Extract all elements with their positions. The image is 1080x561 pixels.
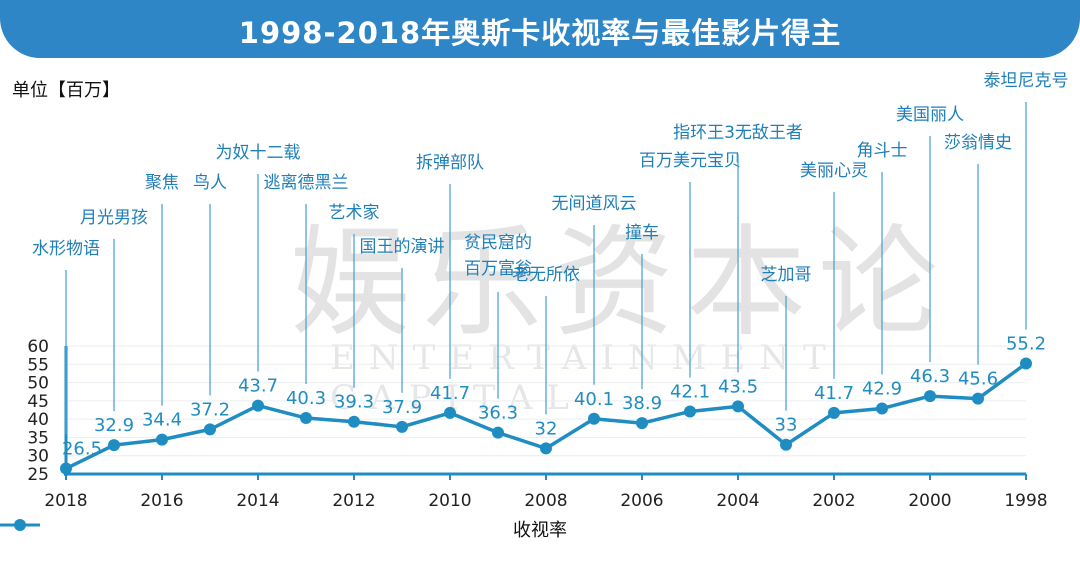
data-label: 45.6 [958,369,998,390]
winner-label: 无间道风云 [552,194,637,214]
data-point [300,412,312,425]
chart-title: 1998-2018年奥斯卡收视率与最佳影片得主 [238,16,842,50]
winner-label: 美国丽人 [896,105,964,125]
winner-label: 泰坦尼克号 [984,71,1069,91]
winner-label: 月光男孩 [80,208,148,228]
winner-label: 角斗士 [857,141,908,161]
data-label: 26.5 [62,439,102,460]
data-point [108,439,120,452]
y-tick-label: 25 [27,465,49,485]
data-point [540,442,552,455]
y-tick-label: 45 [27,392,49,412]
winner-label: 老无所依 [512,265,580,285]
data-label: 34.4 [142,410,182,431]
winner-label: 为奴十二载 [216,143,301,163]
data-point [348,415,360,428]
data-point [156,433,168,446]
data-point [204,423,216,436]
y-tick-label: 35 [27,428,49,448]
data-point [588,412,600,425]
winner-label: 指环王3无敌王者 [673,123,803,143]
x-tick-label: 2000 [908,491,951,511]
data-point [876,402,888,415]
data-label: 46.3 [910,366,950,387]
winner-label: 聚焦 [145,173,179,193]
legend-swatch [0,519,40,531]
data-label: 37.9 [382,397,422,418]
data-label: 41.7 [814,383,854,404]
data-point [1020,357,1032,370]
y-tick-label: 55 [27,355,49,375]
x-tick-label: 2006 [620,491,663,511]
x-tick-label: 2018 [44,491,87,511]
winner-label: 拆弹部队 [416,153,484,173]
data-label: 43.7 [238,376,278,397]
y-tick-label: 50 [27,374,49,394]
title-banner: 1998-2018年奥斯卡收视率与最佳影片得主 [0,0,1080,58]
data-point [396,420,408,433]
data-label: 41.7 [430,383,470,404]
legend: 收视率 [0,515,1080,543]
data-point [252,399,264,412]
data-point [924,390,936,403]
winner-label: 芝加哥 [761,265,812,285]
x-tick-label: 2004 [716,491,759,511]
winner-label: 撞车 [625,223,659,243]
y-tick-label: 40 [27,410,49,430]
data-label: 42.1 [670,381,710,402]
data-label: 55.2 [1006,334,1046,355]
winner-label: 百万美元宝贝 [639,151,741,171]
data-label: 32 [535,418,558,439]
winner-label: 水形物语 [32,239,100,259]
data-point [780,438,792,451]
x-tick-label: 2014 [236,491,279,511]
y-tick-label: 60 [27,337,49,357]
winner-label: 鸟人 [193,173,227,193]
data-label: 33 [775,415,798,436]
x-tick-label: 2002 [812,491,855,511]
data-point [828,406,840,419]
data-point [684,405,696,418]
x-tick-label: 2008 [524,491,567,511]
winner-label: 美丽心灵 [800,161,868,181]
winner-label: 贫民窟的 [464,233,532,253]
data-label: 32.9 [94,415,134,436]
data-point [636,417,648,430]
x-tick-label: 1998 [1004,491,1047,511]
x-tick-label: 2016 [140,491,183,511]
data-point [444,406,456,419]
data-point [732,400,744,413]
winner-label: 国王的演讲 [360,237,445,257]
legend-label: 收视率 [513,520,567,541]
data-point [492,426,504,439]
y-tick-label: 30 [27,447,49,467]
data-label: 38.9 [622,393,662,414]
unit-label: 单位【百万】 [12,80,120,101]
winner-label: 艺术家 [329,203,380,223]
data-label: 42.9 [862,379,902,400]
winner-label: 逃离德黑兰 [264,173,349,193]
data-point [60,462,72,475]
x-tick-label: 2012 [332,491,375,511]
data-label: 43.5 [718,376,758,397]
x-tick-label: 2010 [428,491,471,511]
data-label: 40.1 [574,389,614,410]
data-label: 36.3 [478,403,518,424]
data-label: 37.2 [190,399,230,420]
watermark-cn: 娱乐资本论 [290,214,950,353]
data-label: 39.3 [334,392,374,413]
winner-label: 莎翁情史 [944,133,1012,153]
data-label: 40.3 [286,388,326,409]
winner-label: 百万富翁 [464,259,532,279]
data-point [972,392,984,405]
